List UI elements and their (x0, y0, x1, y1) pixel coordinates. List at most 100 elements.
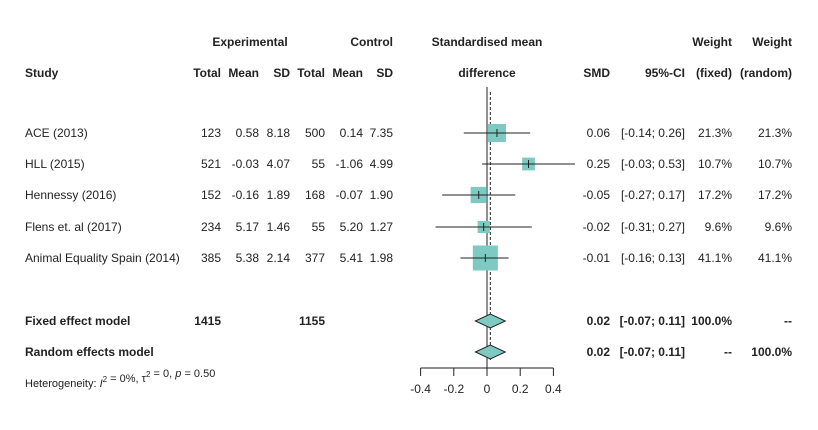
study-weight-fixed: 10.7% (698, 157, 732, 171)
study-weight-fixed: 41.1% (698, 251, 732, 265)
study-c-total: 55 (312, 157, 326, 171)
model-ci: [-0.07; 0.11] (620, 345, 685, 359)
study-c-mean: 5.41 (340, 251, 364, 265)
study-weight-random: 9.6% (765, 220, 793, 234)
study-weight-random: 10.7% (758, 157, 792, 171)
header-e-sd: SD (273, 66, 290, 80)
study-ci: [-0.27; 0.17] (621, 188, 685, 202)
heterogeneity-i2-sym: I (100, 378, 103, 390)
header-w-random: (random) (740, 66, 792, 80)
study-e-mean: 5.17 (236, 220, 260, 234)
study-ci: [-0.03; 0.53] (621, 157, 685, 171)
header-smd-title: Standardised mean (432, 35, 543, 49)
study-smd: 0.25 (587, 157, 611, 171)
model-ci: [-0.07; 0.11] (620, 314, 685, 328)
study-e-total: 152 (201, 188, 221, 202)
model-c-total: 1155 (299, 314, 325, 328)
study-c-mean: -1.06 (336, 157, 364, 171)
header-c-sd: SD (376, 66, 393, 80)
header-weight-fixed: Weight (692, 35, 732, 49)
model-diamond (474, 344, 507, 360)
header-w-fixed: (fixed) (696, 66, 732, 80)
model-weight-fixed: -- (724, 345, 732, 359)
study-name: Hennessy (2016) (25, 188, 116, 202)
study-weight-random: 17.2% (758, 188, 792, 202)
study-e-mean: 0.58 (236, 126, 260, 140)
study-c-sd: 4.99 (370, 157, 394, 171)
heterogeneity-tau-val: = 0, (150, 368, 175, 380)
study-c-mean: -0.07 (336, 188, 364, 202)
study-c-total: 168 (305, 188, 325, 202)
study-c-sd: 1.27 (370, 220, 394, 234)
study-name: HLL (2015) (25, 157, 85, 171)
study-c-sd: 1.98 (370, 251, 394, 265)
study-e-total: 123 (201, 126, 221, 140)
model-weight-fixed: 100.0% (691, 314, 732, 328)
study-ci: [-0.16; 0.13] (621, 251, 685, 265)
model-smd: 0.02 (587, 345, 611, 359)
study-c-mean: 0.14 (340, 126, 364, 140)
study-c-sd: 7.35 (370, 126, 394, 140)
study-e-mean: -0.03 (232, 157, 260, 171)
study-e-sd: 2.14 (267, 251, 291, 265)
heterogeneity-sup: 2 (103, 375, 108, 384)
header-smd-title-2: difference (458, 66, 516, 80)
header-c-total: Total (297, 66, 325, 80)
header-control: Control (350, 35, 393, 49)
x-tick-label: -0.2 (443, 382, 464, 396)
study-e-total: 521 (201, 157, 221, 171)
study-weight-fixed: 17.2% (698, 188, 732, 202)
study-c-total: 55 (312, 220, 326, 234)
study-c-total: 500 (305, 126, 325, 140)
header-ci: 95%-CI (645, 66, 685, 80)
heterogeneity-prefix: Heterogeneity: (25, 378, 100, 390)
x-tick-label: -0.4 (410, 382, 431, 396)
model-weight-random: 100.0% (751, 345, 792, 359)
header-smd: SMD (583, 66, 610, 80)
study-name: ACE (2013) (25, 126, 88, 140)
model-name: Random effects model (25, 345, 154, 359)
heterogeneity-p-sym: p (174, 368, 181, 380)
study-e-mean: 5.38 (236, 251, 260, 265)
model-smd: 0.02 (587, 314, 611, 328)
study-weight-fixed: 21.3% (698, 126, 732, 140)
study-weight-random: 21.3% (758, 126, 792, 140)
study-smd: -0.01 (583, 251, 611, 265)
study-smd: -0.02 (583, 220, 611, 234)
study-weight-fixed: 9.6% (705, 220, 733, 234)
x-tick-label: 0 (484, 382, 491, 396)
heterogeneity-text: Heterogeneity: I2 = 0%, τ2 = 0, p = 0.50 (25, 368, 215, 390)
study-smd: 0.06 (587, 126, 611, 140)
model-weight-random: -- (784, 314, 792, 328)
header-study: Study (25, 66, 59, 80)
heterogeneity-sup: 2 (146, 370, 151, 379)
study-e-sd: 1.89 (267, 188, 291, 202)
heterogeneity-p-val: = 0.50 (181, 368, 215, 380)
model-name: Fixed effect model (25, 314, 130, 328)
study-weight-random: 41.1% (758, 251, 792, 265)
study-e-total: 385 (201, 251, 221, 265)
study-name: Flens et. al (2017) (25, 220, 122, 234)
header-e-total: Total (193, 66, 221, 80)
study-ci: [-0.31; 0.27] (621, 220, 685, 234)
study-c-sd: 1.90 (370, 188, 394, 202)
header-c-mean: Mean (332, 66, 363, 80)
model-e-total: 1415 (194, 314, 221, 328)
study-e-sd: 8.18 (267, 126, 291, 140)
study-smd: -0.05 (583, 188, 611, 202)
x-tick-label: 0.2 (512, 382, 529, 396)
header-weight-random: Weight (752, 35, 792, 49)
study-c-total: 377 (305, 251, 325, 265)
study-e-mean: -0.16 (232, 188, 260, 202)
study-e-sd: 1.46 (267, 220, 291, 234)
heterogeneity-i2-val: = 0%, (107, 373, 142, 385)
study-ci: [-0.14; 0.26] (621, 126, 685, 140)
header-e-mean: Mean (228, 66, 259, 80)
study-e-sd: 4.07 (267, 157, 291, 171)
x-tick-label: 0.4 (545, 382, 562, 396)
heterogeneity-tau-sym: τ (142, 373, 147, 385)
model-diamond (474, 313, 507, 329)
study-name: Animal Equality Spain (2014) (25, 251, 180, 265)
header-experimental: Experimental (212, 35, 287, 49)
